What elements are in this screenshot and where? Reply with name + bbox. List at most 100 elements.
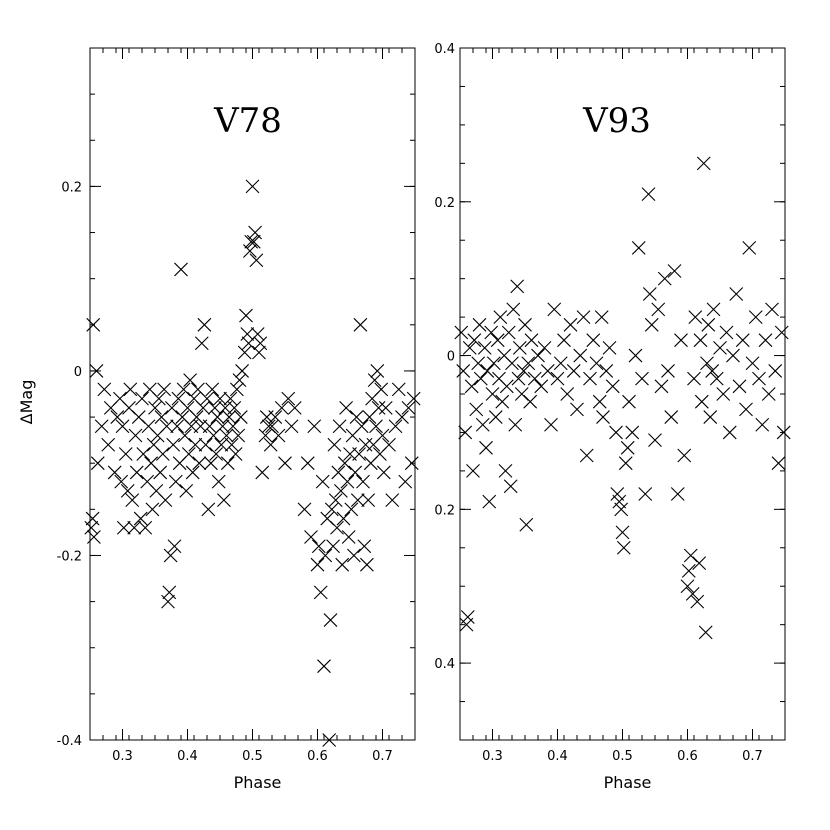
data-point	[579, 448, 594, 463]
x-tick-label: 0.7	[372, 749, 393, 764]
data-point	[693, 333, 708, 348]
data-point	[258, 428, 273, 443]
data-point	[158, 493, 173, 507]
y-tick-label: 0	[74, 365, 82, 380]
data-point	[227, 400, 242, 415]
data-point	[519, 517, 534, 532]
data-point	[224, 437, 239, 452]
data-point	[615, 525, 630, 540]
data-point	[223, 391, 238, 406]
x-tick-label: 0.4	[177, 749, 198, 764]
data-point	[573, 348, 588, 363]
data-point	[176, 382, 191, 397]
data-point	[239, 308, 253, 323]
x-tick-label: 0.3	[112, 749, 133, 764]
data-point	[371, 400, 386, 415]
data-point	[232, 373, 247, 388]
data-point	[716, 387, 731, 401]
data-point	[499, 379, 514, 394]
data-point	[145, 502, 160, 517]
data-point	[248, 225, 262, 240]
data-point	[642, 287, 657, 301]
x-tick-label: 0.3	[482, 749, 503, 764]
data-point	[739, 402, 753, 417]
y-tick-label: 0.4	[434, 42, 455, 57]
data-point	[215, 419, 230, 434]
data-point	[479, 440, 493, 455]
data-point	[610, 487, 625, 501]
data-point	[466, 463, 480, 478]
data-point	[353, 317, 368, 332]
data-point	[228, 447, 243, 461]
data-point	[340, 474, 355, 489]
data-point	[181, 447, 196, 461]
v93-panel: 0.3 0.4 0.5 0.6 0.7 0.4 0.2 0 0.2 0.4 V93 Phase	[434, 42, 791, 792]
data-point	[385, 493, 400, 507]
y-tick-label: -0.4	[57, 734, 82, 749]
data-point	[336, 511, 351, 526]
data-point	[315, 474, 330, 489]
data-point	[508, 417, 523, 432]
data-point	[719, 325, 734, 340]
data-point	[570, 402, 584, 417]
panel-title: V78	[213, 101, 282, 141]
data-point	[501, 325, 516, 340]
data-point	[214, 437, 229, 452]
data-point	[516, 364, 531, 378]
data-point	[235, 364, 249, 378]
data-point	[207, 400, 222, 415]
data-point	[348, 465, 363, 480]
data-point	[703, 410, 718, 424]
data-point	[705, 364, 720, 378]
data-point	[357, 539, 372, 554]
data-point	[512, 340, 527, 355]
data-point	[732, 379, 747, 394]
panel-title: V93	[582, 101, 651, 141]
data-point	[185, 465, 200, 480]
data-point	[674, 333, 688, 348]
data-point	[583, 371, 597, 386]
data-point	[524, 333, 539, 348]
data-point	[722, 425, 737, 440]
data-point	[310, 557, 325, 572]
data-point	[153, 465, 168, 480]
data-point	[589, 356, 604, 371]
x-axis-label: Phase	[234, 773, 282, 792]
data-point	[125, 493, 140, 507]
data-point	[670, 487, 685, 501]
data-point	[765, 302, 779, 317]
data-point	[482, 494, 497, 509]
data-point	[327, 437, 342, 452]
plot-frame	[459, 47, 786, 741]
data-point	[354, 419, 369, 434]
data-point	[464, 379, 479, 394]
data-point	[253, 336, 268, 351]
v78-panel: 0.3 0.4 0.5 0.6 0.7 -0.4 -0.2 0 0.2 V78 Phase	[57, 47, 421, 792]
data-point	[317, 659, 331, 674]
data-point	[118, 447, 133, 461]
data-point	[337, 456, 352, 471]
data-point	[326, 539, 340, 554]
data-point	[370, 364, 385, 378]
data-point	[688, 310, 703, 325]
data-point	[628, 348, 643, 363]
data-point	[729, 287, 744, 301]
data-point	[189, 410, 204, 424]
data-point	[197, 317, 212, 332]
data-point	[618, 456, 633, 471]
data-point	[205, 382, 220, 397]
data-point	[101, 437, 116, 452]
data-point	[170, 419, 184, 434]
data-point	[374, 382, 389, 397]
data-point	[602, 340, 617, 355]
data-point	[677, 448, 692, 463]
data-point	[537, 340, 552, 355]
data-point	[694, 394, 709, 409]
data-point	[726, 348, 740, 363]
data-point	[547, 302, 562, 317]
data-point	[252, 345, 266, 360]
data-point	[566, 364, 581, 378]
data-point	[167, 539, 182, 554]
data-point	[685, 587, 700, 601]
plot-frame	[89, 47, 416, 741]
